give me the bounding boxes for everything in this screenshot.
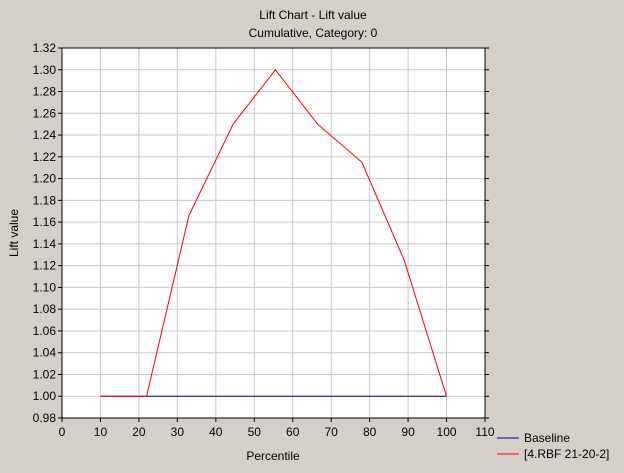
x-tick-label: 80: [363, 425, 377, 439]
axis-ticks: [58, 47, 489, 422]
y-tick-label: 1.04: [33, 346, 57, 360]
y-tick-label: 1.14: [33, 237, 57, 251]
chart-title: Lift Chart - Lift value: [259, 8, 367, 22]
series-lines: [100, 68, 447, 397]
x-tick-label: 0: [59, 425, 66, 439]
y-tick-label: 1.16: [33, 215, 57, 229]
y-tick-label: 1.08: [33, 302, 57, 316]
chart-subtitle: Cumulative, Category: 0: [249, 26, 378, 40]
y-tick-label: 1.18: [33, 193, 57, 207]
x-tick-label: 10: [94, 425, 108, 439]
x-tick-label: 20: [132, 425, 146, 439]
x-tick-label: 90: [401, 425, 415, 439]
x-tick-label: 40: [209, 425, 223, 439]
x-axis-label: Percentile: [246, 449, 300, 463]
plot-area: [62, 48, 485, 418]
x-tick-label: 70: [325, 425, 339, 439]
y-tick-label: 1.28: [33, 85, 57, 99]
x-tick-label: 110: [475, 425, 494, 439]
x-tick-label: 50: [248, 425, 262, 439]
y-tick-label: 1.24: [33, 128, 57, 142]
series-line-rbf: [100, 68, 447, 397]
y-axis-label: Lift value: [7, 209, 21, 257]
x-tick-label: 60: [286, 425, 300, 439]
x-tick-label: 100: [437, 425, 457, 439]
plot-frame: [61, 47, 486, 419]
y-tick-label: 1.02: [33, 367, 57, 381]
y-tick-label: 1.12: [33, 259, 57, 273]
x-tick-label: 30: [171, 425, 185, 439]
legend-label-rbf: [4.RBF 21-20-2]: [524, 447, 609, 461]
y-axis-tick-labels: 0.98 1.00 1.02 1.04 1.06 1.08 1.10 1.12 1.14 1.16…: [33, 41, 57, 425]
grid-lines: [62, 48, 485, 418]
y-tick-label: 1.26: [33, 106, 57, 120]
legend-label-baseline: Baseline: [524, 431, 570, 445]
y-tick-label: 1.32: [33, 41, 57, 55]
y-tick-label: 1.06: [33, 324, 57, 338]
legend: Baseline [4.RBF 21-20-2]: [497, 431, 609, 461]
y-tick-label: 0.98: [33, 411, 57, 425]
x-axis-tick-labels: 0 10 20 30 40 50 60 70 80 90 100 110: [59, 425, 495, 439]
y-tick-label: 1.10: [33, 280, 57, 294]
y-tick-label: 1.22: [33, 150, 57, 164]
y-tick-label: 1.30: [33, 63, 57, 77]
y-tick-label: 1.00: [33, 389, 57, 403]
y-tick-label: 1.20: [33, 172, 57, 186]
